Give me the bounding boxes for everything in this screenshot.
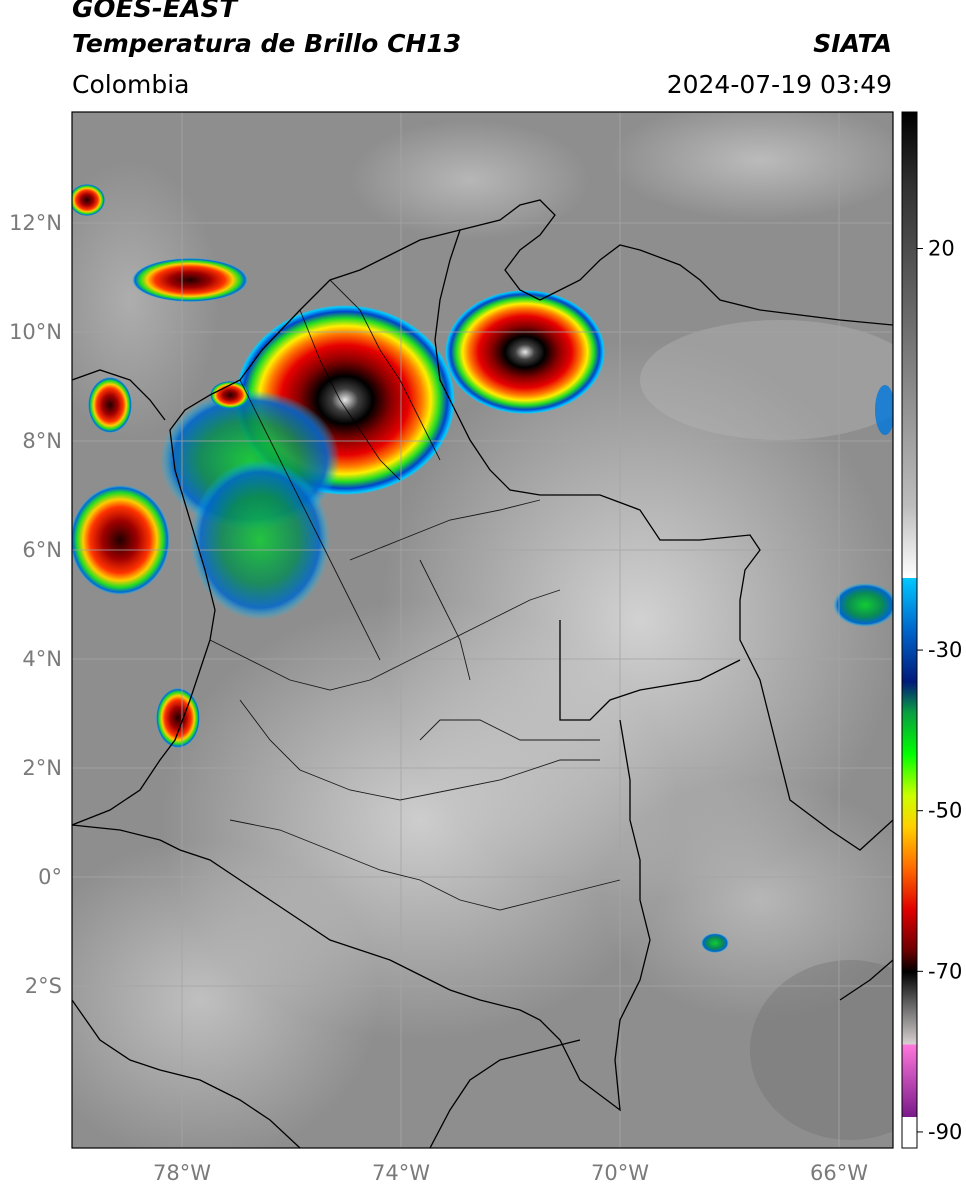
storm-cell — [445, 290, 605, 414]
lon-label: 74°W — [372, 1161, 430, 1185]
lat-label: 0° — [38, 865, 62, 889]
lat-label: 2°S — [25, 974, 62, 998]
lat-label: 10°N — [9, 320, 62, 344]
latitude-labels: 12°N 10°N 8°N 6°N 4°N 2°N 0° 2°S — [9, 211, 62, 998]
department-borders — [209, 279, 621, 911]
colorbar-label: -70 — [928, 959, 962, 983]
lat-label: 6°N — [22, 538, 62, 562]
lat-label: 2°N — [22, 756, 62, 780]
lon-label: 70°W — [591, 1161, 649, 1185]
colorbar-label: -90 — [928, 1120, 962, 1144]
colorbar-scale — [901, 111, 918, 1149]
storm-cell — [875, 385, 893, 435]
map-frame — [71, 111, 894, 1149]
gridlines — [72, 112, 893, 1148]
storm-cell — [72, 184, 105, 216]
product-title: Temperatura de Brillo CH13 — [72, 29, 462, 58]
satellite-image — [72, 112, 893, 1148]
colorbar-label: -50 — [928, 799, 962, 823]
organization-label: SIATA — [813, 29, 892, 58]
storm-cell — [88, 377, 132, 433]
lon-label: 66°W — [810, 1161, 868, 1185]
timestamp-label: 2024-07-19 03:49 — [666, 70, 892, 99]
storm-cell — [833, 583, 893, 627]
colorbar-label: -30 — [928, 638, 962, 662]
storm-cell — [210, 381, 250, 409]
storm-cell — [132, 258, 248, 302]
lon-label: 78°W — [153, 1161, 211, 1185]
colorbar: 20 -30 -50 -70 -90 — [901, 111, 962, 1149]
colorbar-label: 20 — [928, 237, 955, 261]
region-label: Colombia — [72, 70, 190, 99]
borders — [72, 199, 893, 1148]
longitude-labels: 78°W 74°W 70°W 66°W — [153, 1161, 868, 1185]
satellite-title: GOES-EAST — [72, 0, 238, 24]
lat-label: 4°N — [22, 647, 62, 671]
lat-label: 12°N — [9, 211, 62, 235]
storm-cell — [72, 485, 170, 595]
storm-cell — [701, 933, 729, 953]
storm-cell — [156, 688, 200, 748]
storm-cell — [190, 460, 330, 620]
lat-label: 8°N — [22, 429, 62, 453]
